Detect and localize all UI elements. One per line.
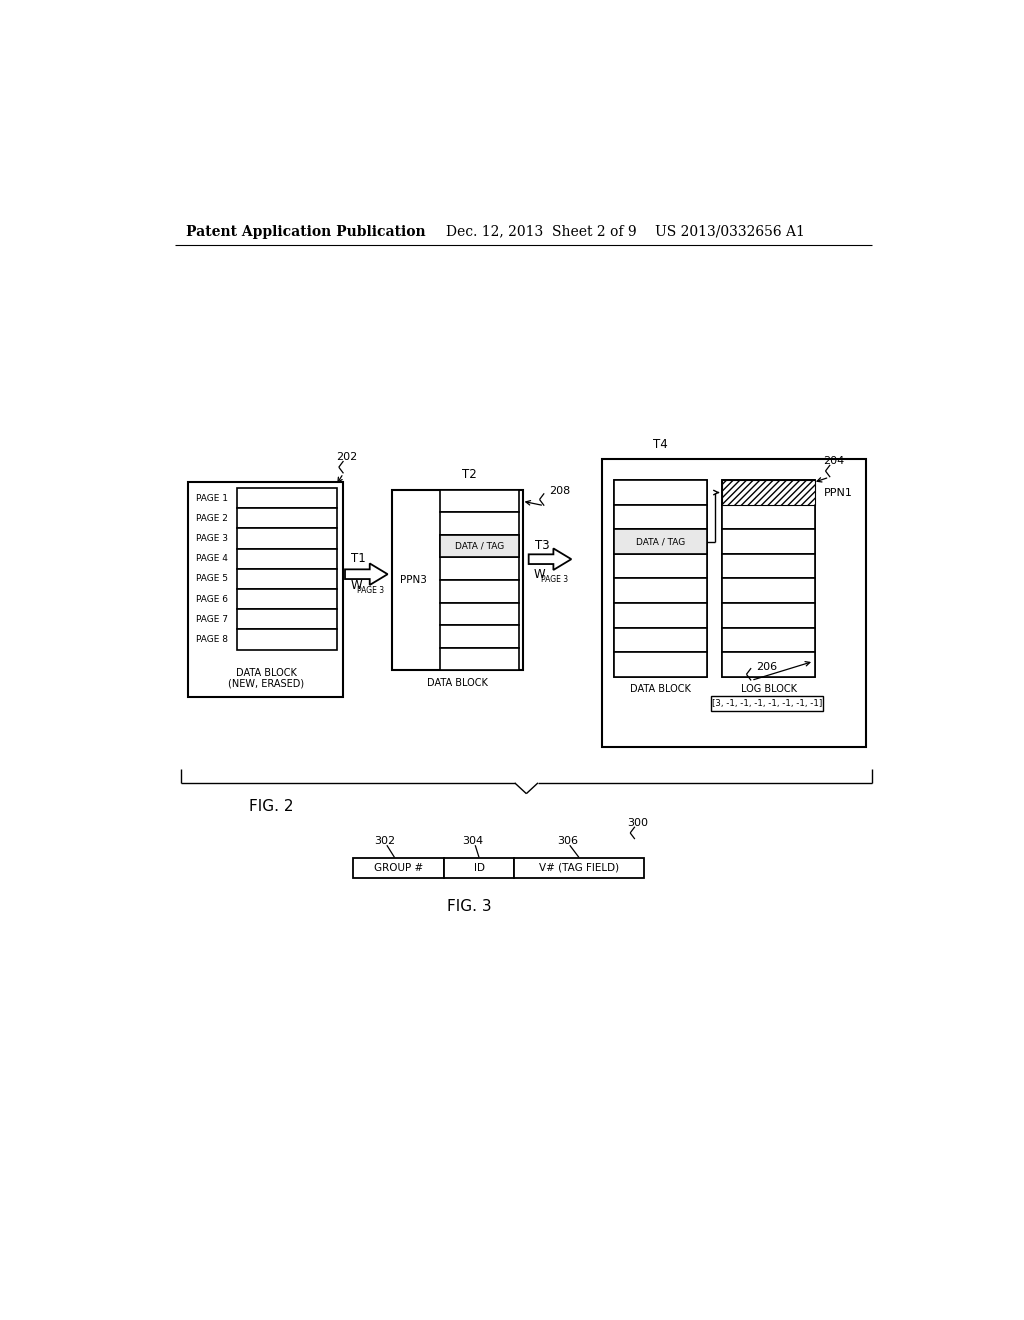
Text: PAGE 6: PAGE 6 bbox=[196, 594, 227, 603]
Text: W: W bbox=[535, 568, 546, 581]
Bar bbox=[614, 504, 707, 529]
Text: PAGE 2: PAGE 2 bbox=[196, 513, 227, 523]
Text: T4: T4 bbox=[653, 438, 668, 451]
Bar bbox=[722, 627, 815, 652]
Bar bbox=[439, 512, 519, 535]
Bar bbox=[237, 508, 337, 528]
Bar bbox=[439, 603, 519, 626]
Bar bbox=[439, 557, 519, 579]
Bar bbox=[514, 858, 644, 878]
Bar bbox=[722, 578, 815, 603]
Text: V# (TAG FIELD): V# (TAG FIELD) bbox=[539, 862, 620, 873]
Bar bbox=[439, 626, 519, 648]
Text: PAGE 5: PAGE 5 bbox=[196, 574, 227, 583]
Text: 304: 304 bbox=[462, 836, 483, 846]
Bar bbox=[614, 480, 707, 504]
Text: PAGE 8: PAGE 8 bbox=[196, 635, 227, 644]
Bar bbox=[237, 488, 337, 508]
Bar bbox=[391, 490, 523, 671]
Bar bbox=[237, 630, 337, 649]
Text: DATA BLOCK: DATA BLOCK bbox=[630, 684, 691, 694]
Text: 302: 302 bbox=[374, 836, 395, 846]
Text: US 2013/0332656 A1: US 2013/0332656 A1 bbox=[655, 224, 805, 239]
Text: T1: T1 bbox=[351, 552, 366, 565]
Text: PAGE 1: PAGE 1 bbox=[196, 494, 227, 503]
Bar bbox=[237, 549, 337, 569]
Polygon shape bbox=[528, 548, 571, 570]
Text: PPN1: PPN1 bbox=[824, 487, 853, 498]
Bar bbox=[439, 535, 519, 557]
Text: (NEW, ERASED): (NEW, ERASED) bbox=[228, 678, 304, 689]
Text: T2: T2 bbox=[462, 467, 476, 480]
Bar bbox=[188, 482, 343, 697]
Text: T3: T3 bbox=[535, 539, 549, 552]
Text: PAGE 4: PAGE 4 bbox=[196, 554, 227, 564]
Bar bbox=[237, 528, 337, 549]
Text: DATA / TAG: DATA / TAG bbox=[636, 537, 685, 546]
Text: PAGE 7: PAGE 7 bbox=[196, 615, 227, 624]
Bar bbox=[602, 459, 866, 747]
Bar bbox=[614, 529, 707, 554]
Text: Dec. 12, 2013  Sheet 2 of 9: Dec. 12, 2013 Sheet 2 of 9 bbox=[445, 224, 636, 239]
Text: 208: 208 bbox=[549, 486, 570, 496]
Bar bbox=[237, 610, 337, 630]
Text: 300: 300 bbox=[628, 818, 648, 828]
Bar bbox=[614, 652, 707, 677]
Text: LOG BLOCK: LOG BLOCK bbox=[741, 684, 797, 694]
Text: 306: 306 bbox=[557, 836, 578, 846]
Bar bbox=[711, 696, 823, 711]
Bar bbox=[722, 603, 815, 627]
Bar bbox=[352, 858, 444, 878]
Bar bbox=[444, 858, 514, 878]
Text: 204: 204 bbox=[822, 455, 844, 466]
Bar bbox=[439, 648, 519, 671]
Text: ID: ID bbox=[473, 862, 484, 873]
Text: DATA / TAG: DATA / TAG bbox=[455, 541, 504, 550]
Text: DATA BLOCK: DATA BLOCK bbox=[236, 668, 296, 677]
Bar bbox=[614, 603, 707, 627]
Bar bbox=[722, 480, 815, 504]
Bar bbox=[722, 554, 815, 578]
Bar bbox=[439, 535, 519, 557]
Text: FIG. 3: FIG. 3 bbox=[446, 899, 492, 915]
Bar bbox=[439, 490, 519, 512]
Bar bbox=[614, 578, 707, 603]
Bar bbox=[722, 480, 815, 677]
Text: PAGE 3: PAGE 3 bbox=[541, 574, 568, 583]
Text: GROUP #: GROUP # bbox=[374, 862, 423, 873]
Text: PAGE 3: PAGE 3 bbox=[196, 535, 227, 543]
Text: [3, -1, -1, -1, -1, -1, -1, -1]: [3, -1, -1, -1, -1, -1, -1, -1] bbox=[712, 700, 822, 708]
Bar bbox=[722, 480, 815, 504]
Text: W: W bbox=[350, 579, 362, 593]
Bar bbox=[722, 529, 815, 554]
Text: 206: 206 bbox=[756, 661, 777, 672]
Bar bbox=[614, 554, 707, 578]
Text: Patent Application Publication: Patent Application Publication bbox=[186, 224, 426, 239]
Bar bbox=[237, 589, 337, 610]
Bar bbox=[722, 652, 815, 677]
Bar bbox=[439, 579, 519, 603]
Bar bbox=[614, 627, 707, 652]
Bar bbox=[237, 569, 337, 589]
Bar bbox=[614, 529, 707, 554]
Text: 202: 202 bbox=[336, 453, 357, 462]
Bar bbox=[614, 480, 707, 677]
Text: PPN3: PPN3 bbox=[399, 576, 427, 585]
Text: PAGE 3: PAGE 3 bbox=[357, 586, 385, 595]
Text: FIG. 2: FIG. 2 bbox=[249, 799, 294, 814]
Bar bbox=[722, 504, 815, 529]
Polygon shape bbox=[345, 564, 388, 585]
Text: DATA BLOCK: DATA BLOCK bbox=[427, 677, 487, 688]
